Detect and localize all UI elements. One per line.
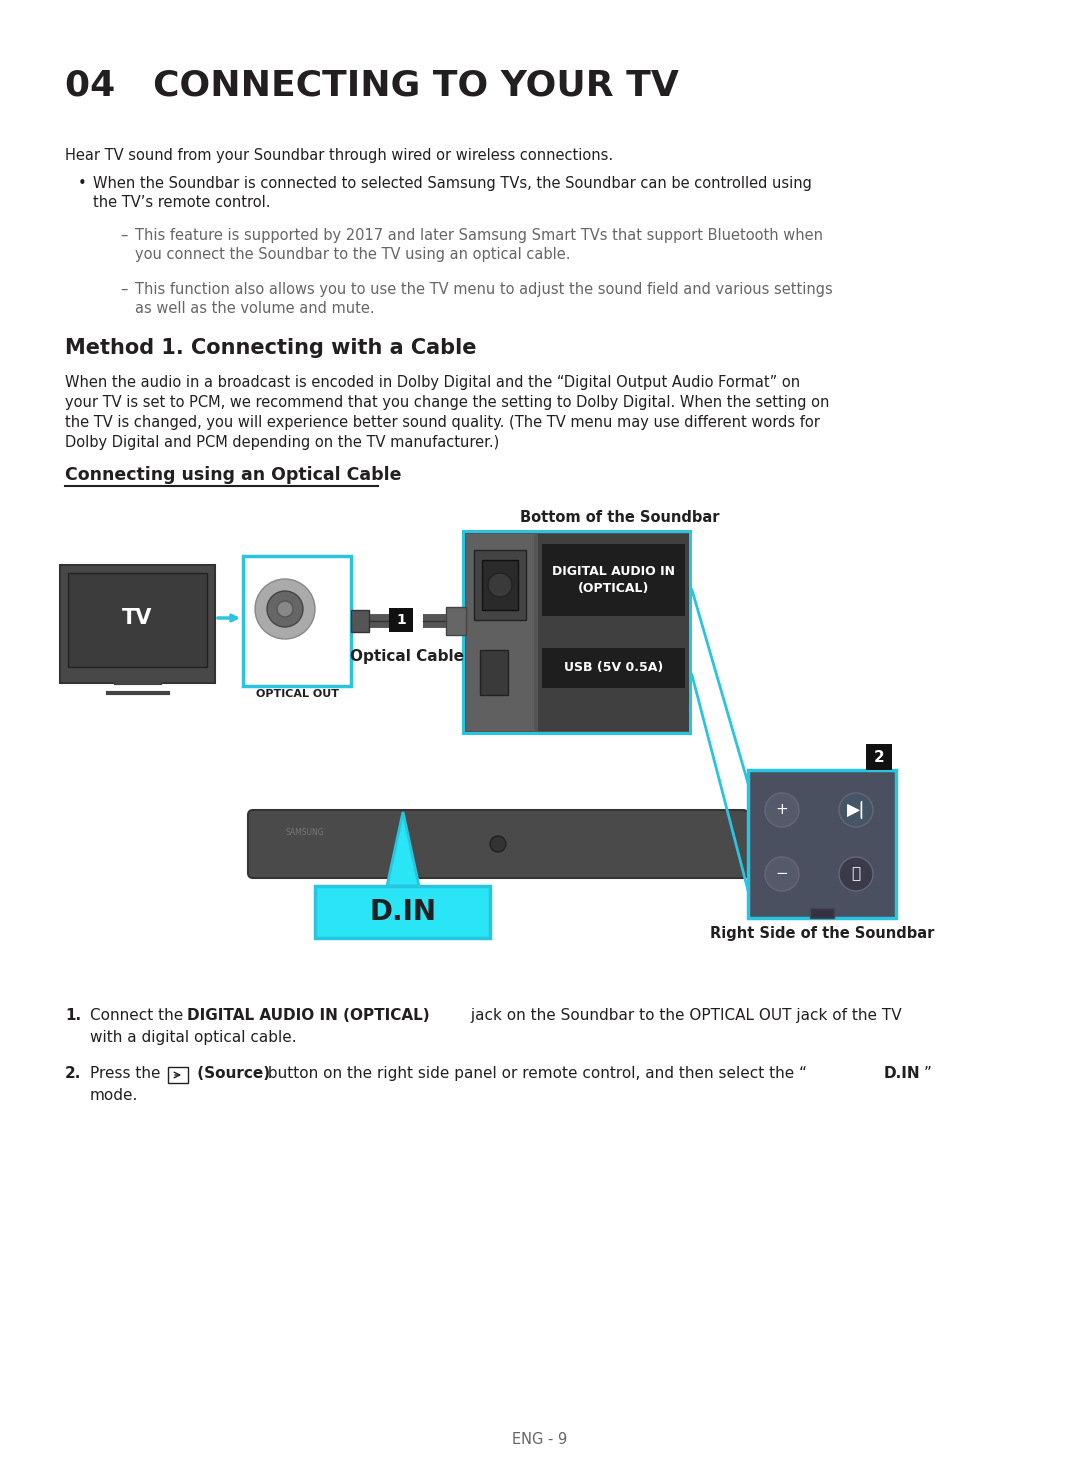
Circle shape — [267, 592, 303, 627]
Circle shape — [490, 836, 507, 852]
Circle shape — [839, 793, 873, 827]
Bar — [542, 648, 685, 688]
Text: +: + — [775, 803, 788, 818]
Text: ”: ” — [924, 1066, 932, 1081]
Bar — [810, 908, 834, 918]
Text: D.IN: D.IN — [885, 1066, 920, 1081]
Text: jack on the Soundbar to the OPTICAL OUT jack of the TV: jack on the Soundbar to the OPTICAL OUT … — [465, 1009, 902, 1023]
Text: 2.: 2. — [65, 1066, 81, 1081]
Text: ⏻: ⏻ — [851, 867, 861, 881]
Polygon shape — [387, 812, 419, 886]
Text: •: • — [78, 176, 86, 191]
Circle shape — [255, 578, 315, 639]
Text: DIGITAL AUDIO IN
(OPTICAL): DIGITAL AUDIO IN (OPTICAL) — [552, 565, 675, 595]
Bar — [351, 609, 369, 632]
Circle shape — [839, 856, 873, 890]
Bar — [60, 565, 215, 683]
Text: −: − — [775, 867, 788, 881]
Text: the TV’s remote control.: the TV’s remote control. — [93, 195, 270, 210]
Text: (Source): (Source) — [192, 1066, 270, 1081]
Text: USB (5V 0.5A): USB (5V 0.5A) — [564, 661, 663, 674]
Bar — [68, 572, 207, 667]
Text: This function also allows you to use the TV menu to adjust the sound field and v: This function also allows you to use the… — [135, 282, 833, 297]
Text: the TV is changed, you will experience better sound quality. (The TV menu may us: the TV is changed, you will experience b… — [65, 416, 820, 430]
Bar — [446, 606, 465, 634]
Text: ▶|: ▶| — [847, 802, 865, 819]
Bar — [538, 534, 689, 731]
Text: button on the right side panel or remote control, and then select the “: button on the right side panel or remote… — [264, 1066, 807, 1081]
Text: 1: 1 — [396, 612, 406, 627]
Text: 04   CONNECTING TO YOUR TV: 04 CONNECTING TO YOUR TV — [65, 68, 679, 102]
Bar — [465, 534, 534, 731]
Text: Press the: Press the — [90, 1066, 165, 1081]
FancyBboxPatch shape — [248, 810, 748, 879]
Bar — [482, 561, 518, 609]
Text: ▶|: ▶| — [848, 802, 864, 818]
Text: SAMSUNG: SAMSUNG — [286, 828, 325, 837]
Text: D.IN: D.IN — [369, 898, 436, 926]
Text: with a digital optical cable.: with a digital optical cable. — [90, 1029, 297, 1046]
Text: DIGITAL AUDIO IN (OPTICAL): DIGITAL AUDIO IN (OPTICAL) — [187, 1009, 430, 1023]
Text: When the audio in a broadcast is encoded in Dolby Digital and the “Digital Outpu: When the audio in a broadcast is encoded… — [65, 376, 800, 390]
Bar — [462, 529, 692, 735]
Bar — [748, 771, 896, 918]
Text: –: – — [120, 282, 127, 297]
Text: mode.: mode. — [90, 1089, 138, 1103]
Bar — [465, 532, 689, 732]
Bar — [542, 544, 685, 615]
Bar — [168, 1066, 188, 1083]
Text: Hear TV sound from your Soundbar through wired or wireless connections.: Hear TV sound from your Soundbar through… — [65, 148, 613, 163]
Text: When the Soundbar is connected to selected Samsung TVs, the Soundbar can be cont: When the Soundbar is connected to select… — [93, 176, 812, 191]
Text: you connect the Soundbar to the TV using an optical cable.: you connect the Soundbar to the TV using… — [135, 247, 570, 262]
Circle shape — [765, 793, 799, 827]
Text: ENG - 9: ENG - 9 — [512, 1432, 568, 1446]
Bar — [866, 744, 892, 771]
Text: This feature is supported by 2017 and later Samsung Smart TVs that support Bluet: This feature is supported by 2017 and la… — [135, 228, 823, 243]
Bar — [480, 649, 508, 695]
Text: Right Side of the Soundbar: Right Side of the Soundbar — [710, 926, 934, 941]
Text: your TV is set to PCM, we recommend that you change the setting to Dolby Digital: your TV is set to PCM, we recommend that… — [65, 395, 829, 410]
Text: Optical Cable: Optical Cable — [350, 649, 463, 664]
Text: OPTICAL OUT: OPTICAL OUT — [256, 689, 338, 700]
Text: Connect the: Connect the — [90, 1009, 188, 1023]
Text: 1.: 1. — [65, 1009, 81, 1023]
Text: TV: TV — [122, 608, 152, 629]
Text: Bottom of the Soundbar: Bottom of the Soundbar — [521, 510, 719, 525]
Text: Connecting using an Optical Cable: Connecting using an Optical Cable — [65, 466, 402, 484]
Circle shape — [488, 572, 512, 598]
Text: Dolby Digital and PCM depending on the TV manufacturer.): Dolby Digital and PCM depending on the T… — [65, 435, 499, 450]
Bar — [243, 556, 351, 686]
Circle shape — [276, 600, 293, 617]
Circle shape — [765, 856, 799, 890]
Bar — [315, 886, 490, 938]
Bar — [474, 550, 526, 620]
Text: as well as the volume and mute.: as well as the volume and mute. — [135, 302, 375, 317]
Text: Method 1. Connecting with a Cable: Method 1. Connecting with a Cable — [65, 339, 476, 358]
Bar — [389, 608, 413, 632]
Text: 2: 2 — [874, 750, 885, 765]
Text: –: – — [120, 228, 127, 243]
